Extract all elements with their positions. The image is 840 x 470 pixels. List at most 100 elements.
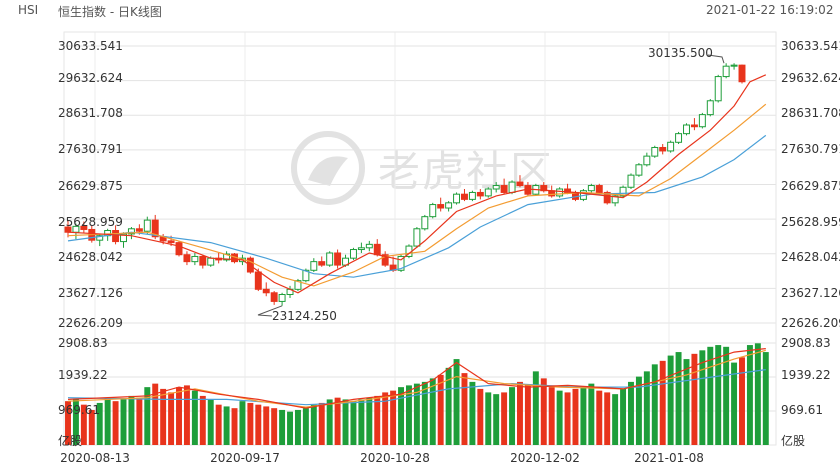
candle-body — [627, 174, 635, 188]
volume-bar — [398, 387, 405, 445]
candle-body — [603, 191, 611, 204]
candle-body — [453, 193, 461, 204]
price-tick-left: 27630.791 — [58, 142, 123, 156]
candle-body — [722, 65, 730, 78]
candle-body — [651, 146, 659, 157]
candle-body — [690, 124, 698, 128]
candle-body — [135, 228, 143, 232]
candle-body — [326, 252, 334, 266]
volume-bar — [675, 352, 682, 445]
candle-body — [357, 247, 365, 251]
volume-bar — [659, 360, 666, 445]
volume-bar — [564, 392, 571, 445]
volume-bar — [144, 387, 151, 445]
high-leader-line — [707, 54, 725, 64]
price-tick-right: 24628.042 — [781, 250, 840, 264]
candle-body — [365, 243, 373, 249]
candle-body — [199, 255, 207, 266]
price-tick-right: 28631.708 — [781, 106, 840, 120]
candle-body — [643, 155, 651, 166]
volume-bar — [128, 395, 135, 445]
ma5-line — [67, 74, 767, 294]
candle-body — [302, 269, 310, 282]
plot-frame — [63, 31, 777, 446]
candle-body — [484, 188, 492, 197]
volume-bar — [437, 374, 444, 445]
date-tick: 2021-01-08 — [634, 451, 704, 465]
date-tick: 2020-12-02 — [510, 451, 580, 465]
volume-bar — [334, 397, 341, 445]
volume-bar — [421, 381, 428, 445]
candle-body — [429, 204, 437, 218]
candle-body — [191, 255, 199, 263]
volume-bar — [318, 402, 325, 445]
volume-bar — [223, 406, 230, 445]
volume-bar — [310, 404, 317, 445]
volume-bar — [366, 397, 373, 445]
volume-bar — [215, 404, 222, 445]
volume-bar — [429, 378, 436, 445]
candle-body — [635, 164, 643, 176]
volume-bar — [754, 343, 761, 445]
volume-bar — [80, 404, 87, 445]
volume-bar — [287, 411, 293, 445]
price-tick-right: 22626.209 — [781, 316, 840, 330]
price-tick-left: 30633.541 — [58, 39, 123, 53]
volume-bar — [405, 385, 412, 445]
candle-body — [175, 242, 183, 256]
candle-body — [381, 254, 389, 266]
volume-bar — [160, 388, 167, 445]
volume-bar — [651, 364, 658, 445]
volume-bar — [152, 383, 159, 445]
volume-bar — [302, 408, 309, 445]
price-tick-right: 30633.541 — [781, 39, 840, 53]
volume-bar — [683, 359, 690, 445]
volume-ma-orange-line — [67, 349, 766, 408]
volume-bar — [620, 388, 627, 445]
volume-bar — [176, 387, 182, 445]
price-tick-left: 29632.624 — [58, 71, 123, 85]
chart-title: 恒生指数 - 日K线图 — [58, 5, 162, 19]
candle-body — [310, 261, 318, 271]
volume-bar — [731, 362, 738, 445]
watermark-logo: 老虎社区 — [290, 128, 560, 208]
candle-body — [349, 249, 357, 259]
price-tick-left: 23627.126 — [58, 286, 123, 300]
volume-bar — [104, 397, 111, 445]
candle-body — [254, 271, 262, 290]
candle-body — [80, 225, 88, 230]
volume-bar — [390, 390, 397, 445]
volume-bar — [199, 395, 206, 445]
volume-bar — [168, 392, 175, 445]
volume-bar — [279, 409, 286, 445]
price-tick-right: 27630.791 — [781, 142, 840, 156]
candle-body — [698, 114, 706, 128]
volume-bar — [596, 390, 603, 445]
candle-body — [460, 193, 468, 200]
volume-bar — [263, 406, 270, 445]
price-tick-right: 25628.959 — [781, 215, 840, 229]
price-tick-left: 22626.209 — [58, 316, 123, 330]
candle-body — [611, 195, 619, 204]
date-tick: 2020-10-28 — [360, 451, 430, 465]
volume-bar — [699, 350, 706, 445]
volume-bar — [239, 401, 246, 445]
volume-bar — [112, 401, 119, 445]
volume-bar — [231, 408, 238, 445]
candle-body — [437, 204, 445, 209]
ma10-line — [67, 103, 767, 287]
volume-ma-blue-line — [67, 369, 766, 406]
candle-body — [476, 191, 484, 197]
candle-body — [714, 76, 722, 102]
volume-bar — [342, 399, 349, 445]
volume-bar — [612, 394, 619, 445]
volume-bar — [572, 388, 579, 445]
candle-body — [294, 280, 302, 290]
volume-bar — [509, 387, 516, 445]
volume-bar — [413, 383, 420, 445]
candle-body — [96, 235, 104, 241]
volume-bar — [532, 371, 539, 445]
volume-bar — [120, 399, 127, 445]
volume-tick-left: 2908.83 — [58, 336, 108, 350]
volume-bar — [517, 381, 523, 445]
